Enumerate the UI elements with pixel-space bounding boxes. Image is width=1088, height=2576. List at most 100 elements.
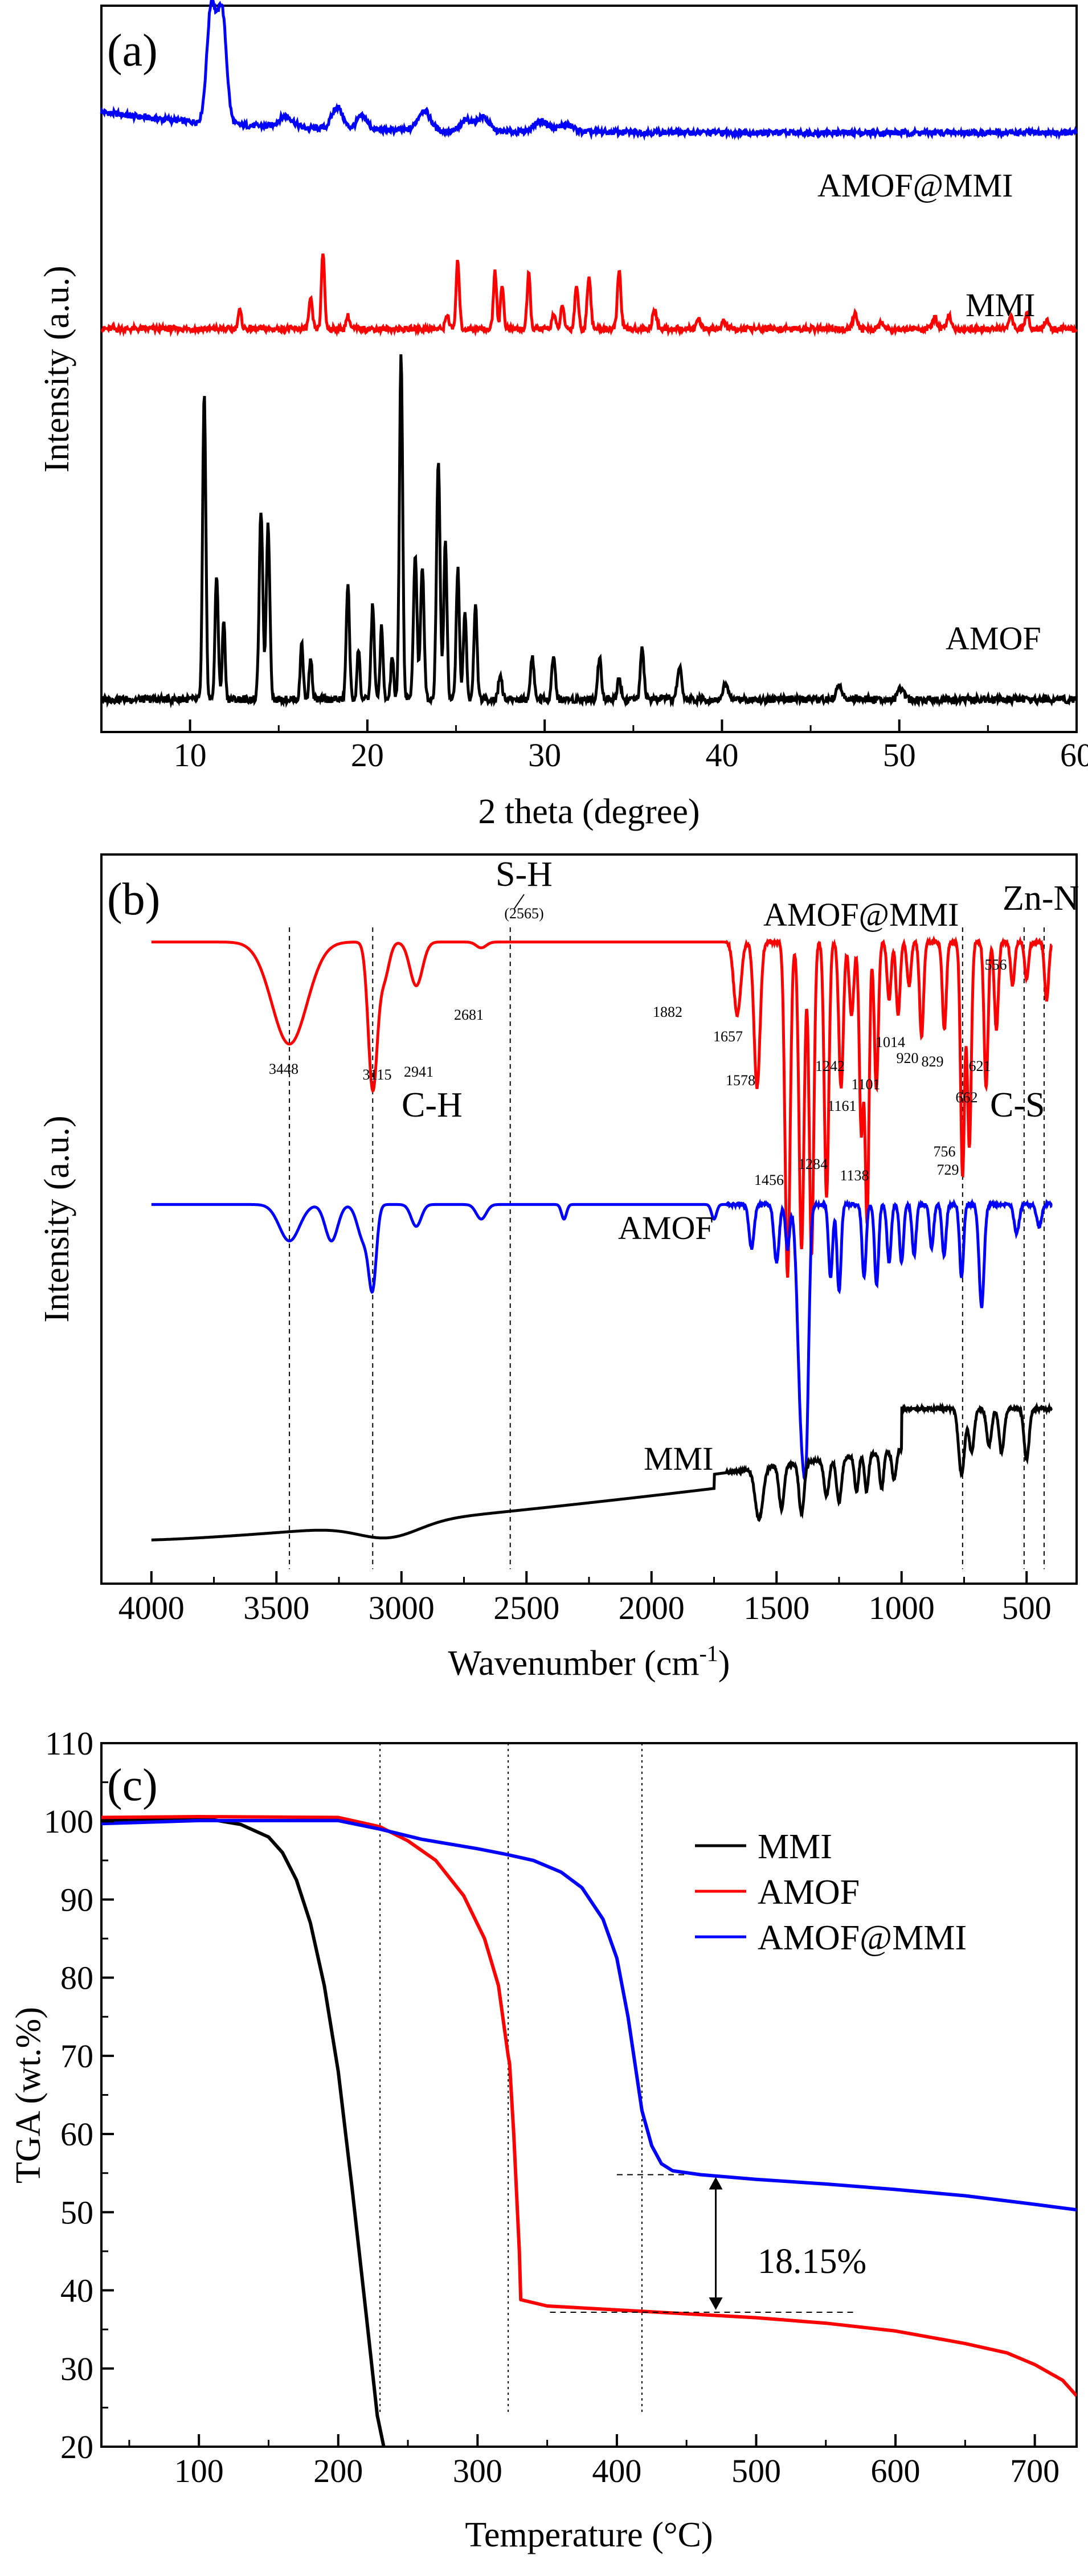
panel-a-frame	[100, 5, 1078, 733]
step-arrow-head-up	[709, 2177, 723, 2190]
peak-label: 756	[934, 1143, 956, 1160]
peak-label: 3115	[362, 1066, 391, 1083]
ftir-line-amof-mmi	[151, 935, 1053, 1278]
peak-label: 556	[985, 956, 1007, 973]
panel-b-peak-labels: 3448 3115 2941 2681 (2565) 1882 1657 157…	[269, 905, 1007, 1188]
legend-label-mmi: MMI	[758, 1827, 832, 1866]
x-tick-label: 1000	[869, 1589, 935, 1626]
x-tick-label: 30	[528, 737, 561, 774]
ftir-line-amof	[151, 1198, 1053, 1484]
panel-a-plot-area	[100, 0, 1078, 709]
x-tick-label: 40	[705, 737, 738, 774]
y-tick-label: 30	[60, 2350, 93, 2387]
peak-label: 1578	[726, 1072, 755, 1089]
peak-label: 1138	[840, 1167, 869, 1184]
ftir-line-mmi	[151, 1401, 1053, 1541]
xrd-line-amof-mmi	[100, 0, 1078, 141]
peak-label: 621	[969, 1058, 991, 1074]
peak-label: (2565)	[504, 905, 543, 922]
x-tick-label: 200	[313, 2452, 363, 2489]
panel-b: 4000 3500 3000 2500 2000 1500 1000 500 (b) Wave…	[38, 853, 1079, 1683]
panel-a-label: (a)	[107, 26, 158, 76]
x-tick-label: 700	[1010, 2452, 1060, 2489]
step-arrow-head-down	[709, 2297, 723, 2310]
panel-b-series-label-amof: AMOF	[618, 1209, 714, 1246]
annotation-s-h: S-H	[496, 855, 553, 894]
panel-a-series-label-amof: AMOF	[946, 620, 1041, 657]
panel-a-series-label-amof-mmi: AMOF@MMI	[817, 167, 1013, 204]
y-tick-label: 90	[60, 1881, 93, 1918]
panel-c-x-axis-title: Temperature (°C)	[465, 2516, 713, 2554]
legend-label-amof: AMOF	[758, 1873, 860, 1912]
annotation-c-s: C-S	[990, 1086, 1045, 1125]
x-tick-label: 2500	[493, 1589, 559, 1626]
panel-b-series-label-mmi: MMI	[644, 1440, 713, 1477]
step-annotation-label: 18.15%	[758, 2242, 866, 2281]
panel-b-x-ticks: 4000 3500 3000 2500 2000 1500 1000 500	[118, 1571, 1052, 1626]
peak-label: 1101	[851, 1076, 880, 1093]
panel-b-x-axis-title-superscript: -1	[699, 1641, 718, 1666]
x-tick-label: 1500	[743, 1589, 809, 1626]
y-tick-label: 50	[60, 2194, 93, 2231]
peak-label: 1161	[827, 1098, 856, 1114]
panel-a: 10 20 30 40 50 60 (a) 2 theta (degree) Intens…	[38, 0, 1088, 831]
peak-label: 2941	[404, 1064, 433, 1080]
peak-label: 729	[937, 1162, 959, 1178]
x-tick-label: 10	[174, 737, 207, 774]
peak-label: 1882	[653, 1004, 682, 1020]
y-tick-label: 110	[45, 1725, 93, 1762]
x-tick-label: 500	[1002, 1589, 1052, 1626]
x-tick-label: 100	[174, 2452, 224, 2489]
peak-label: 1657	[713, 1028, 743, 1045]
x-tick-label: 2000	[619, 1589, 685, 1626]
x-tick-label: 3000	[369, 1589, 435, 1626]
panel-c-y-axis-title: TGA (wt.%)	[9, 2007, 48, 2184]
panel-c-plot-area	[101, 1815, 1077, 2447]
panel-c-legend: MMI AMOF AMOF@MMI	[695, 1827, 967, 1957]
panel-c: 100 200 300 400 500 600 700 20 30 40 50 60 70 80 90 10…	[9, 1725, 1078, 2554]
peak-label: 920	[897, 1050, 919, 1066]
x-tick-label: 300	[453, 2452, 502, 2489]
peak-label: 1456	[754, 1172, 784, 1188]
panel-b-label: (b)	[107, 874, 160, 925]
panel-b-plot-area	[151, 935, 1053, 1541]
y-tick-label: 70	[60, 2038, 93, 2075]
peak-label: 829	[922, 1053, 944, 1070]
legend-label-amof-mmi: AMOF@MMI	[758, 1919, 967, 1957]
panel-c-label: (c)	[107, 1760, 158, 1810]
x-tick-label: 4000	[118, 1589, 185, 1626]
x-tick-label: 60	[1060, 737, 1088, 774]
tga-line-amof	[101, 1815, 1077, 2397]
x-tick-label: 600	[871, 2452, 921, 2489]
xrd-line-amof	[100, 354, 1078, 709]
x-tick-label: 400	[592, 2452, 641, 2489]
annotation-zn-n: Zn-N	[1003, 879, 1079, 918]
panel-c-step-annotation	[550, 2174, 854, 2313]
annotation-c-h: C-H	[402, 1086, 463, 1125]
y-tick-label: 40	[60, 2272, 93, 2309]
y-tick-label: 100	[44, 1803, 93, 1840]
panel-c-x-ticks: 100 200 300 400 500 600 700	[128, 2434, 1060, 2489]
x-tick-label: 3500	[243, 1589, 309, 1626]
y-tick-label: 60	[60, 2116, 93, 2153]
annotation-s-h-pointer	[514, 894, 525, 909]
panel-a-x-axis-title: 2 theta (degree)	[478, 792, 700, 831]
peak-label: 1014	[876, 1034, 905, 1050]
y-tick-label: 80	[60, 1960, 93, 1997]
panel-b-guide-lines	[289, 927, 1045, 1569]
panel-c-y-ticks: 20 30 40 50 60 70 80 90 100 110	[44, 1725, 114, 2465]
peak-label: 1284	[798, 1156, 828, 1172]
xrd-line-mmi	[100, 253, 1078, 338]
panel-a-y-axis-title: Intensity (a.u.)	[38, 265, 76, 472]
y-tick-label: 20	[60, 2428, 93, 2465]
x-tick-label: 20	[351, 737, 384, 774]
tga-line-amof-mmi	[101, 1818, 1077, 2212]
panel-b-x-axis-title: Wavenumber (cm-1)	[448, 1641, 730, 1683]
panel-b-x-axis-title-main: Wavenumber (cm	[448, 1644, 700, 1683]
panel-a-x-ticks: 10 20 30 40 50 60	[100, 719, 1088, 774]
peak-label: 662	[956, 1089, 978, 1106]
peak-label: 3448	[269, 1061, 298, 1077]
x-tick-label: 50	[883, 737, 916, 774]
